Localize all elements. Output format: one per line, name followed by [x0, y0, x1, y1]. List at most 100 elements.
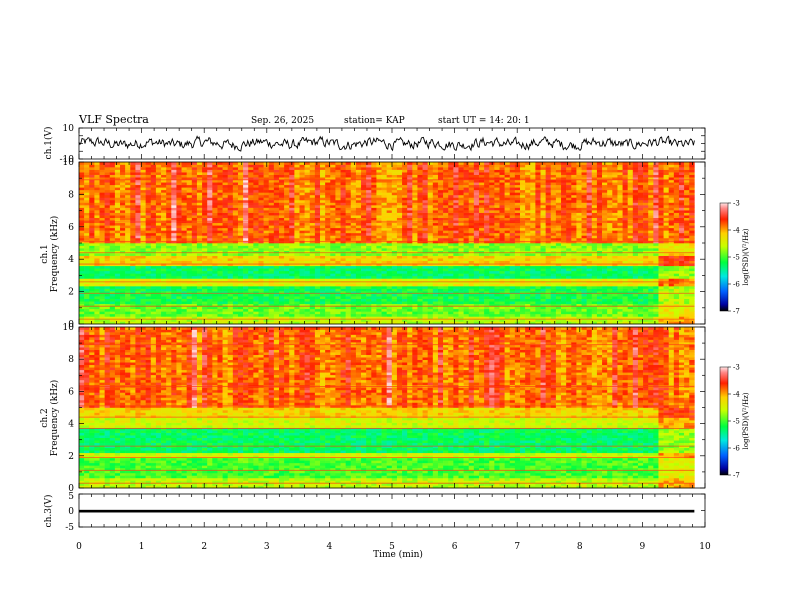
spectrogram-cell — [207, 255, 213, 259]
spectrogram-cell — [294, 260, 300, 264]
spectrogram-cell — [222, 222, 229, 226]
spectrogram-cell — [253, 169, 259, 173]
spectrogram-cell — [299, 189, 305, 193]
spectrogram-cell — [432, 235, 439, 239]
spectrogram-cell — [140, 250, 146, 254]
spectrogram-cell — [258, 301, 264, 305]
spectrogram-cell — [181, 318, 187, 322]
spectrogram-cell — [335, 240, 341, 244]
spectrogram-cell — [294, 255, 300, 259]
spectrogram-cell — [196, 275, 203, 279]
spectrogram-cell — [289, 316, 295, 320]
spectrogram-cell — [320, 273, 326, 277]
spectrogram-cell — [412, 177, 418, 181]
spectrogram-cell — [320, 174, 326, 178]
spectrogram-cell — [448, 245, 454, 249]
spectrogram-cell — [376, 288, 382, 292]
spectrogram-cell — [361, 268, 367, 272]
spectrogram-cell — [227, 210, 234, 213]
spectrogram-cell — [207, 301, 213, 305]
spectrogram-cell — [340, 265, 346, 269]
spectrogram-cell — [125, 187, 131, 191]
spectrogram-cell — [145, 167, 152, 170]
spectrogram-cell — [104, 311, 111, 315]
spectrogram-cell — [171, 202, 177, 206]
spectrogram-cell — [350, 212, 357, 216]
spectrogram-cell — [376, 167, 382, 170]
spectrogram-cell — [212, 278, 218, 282]
spectrogram-cell — [376, 182, 382, 186]
spectrogram-cell — [278, 273, 285, 277]
spectrogram-cell — [320, 230, 326, 234]
spectrogram-cell — [150, 288, 157, 292]
spectrogram-cell — [248, 162, 254, 165]
spectrogram-cell — [207, 245, 213, 249]
spectrogram-cell — [161, 202, 167, 206]
spectrogram-cell — [99, 169, 105, 173]
spectrogram-cell — [99, 303, 105, 307]
spectrogram-cell — [427, 306, 434, 310]
spectrogram-cell — [299, 273, 305, 277]
spectrogram-cell — [120, 164, 126, 168]
spectrogram-cell — [304, 278, 311, 282]
spectrogram-cell — [304, 268, 311, 272]
spectrogram-cell — [284, 248, 290, 251]
spectrogram-cell — [217, 298, 223, 302]
spectrogram-cell — [176, 308, 182, 312]
spectrogram-cell — [381, 205, 387, 208]
spectrogram-cell — [381, 288, 387, 292]
spectrogram-cell — [427, 283, 434, 287]
spectrogram-cell — [371, 217, 377, 221]
spectrogram-cell — [437, 286, 444, 289]
spectrogram-cell — [273, 179, 280, 183]
spectrogram-cell — [89, 240, 95, 244]
spectrogram-cell — [114, 199, 121, 203]
spectrogram-cell — [243, 298, 249, 302]
spectrogram-cell — [407, 164, 413, 168]
spectrogram-cell — [412, 253, 418, 256]
spectrogram-cell — [237, 179, 244, 183]
spectrogram-cell — [130, 164, 136, 168]
spectrogram-cell — [448, 182, 454, 186]
spectrogram-cell — [391, 189, 398, 193]
spectrogram-cell — [355, 212, 362, 216]
spectrogram-cell — [150, 275, 157, 279]
spectrogram-cell — [186, 296, 193, 299]
spectrogram-cell — [273, 240, 280, 244]
spectrogram-cell — [443, 291, 449, 294]
spectrogram-cell — [114, 293, 121, 297]
spectrogram-cell — [412, 243, 418, 246]
spectrogram-cell — [104, 240, 111, 244]
spectrogram-cell — [140, 232, 146, 236]
spectrogram-cell — [79, 215, 85, 218]
spectrogram-cell — [253, 177, 259, 181]
spectrogram-cell — [125, 248, 131, 251]
spectrogram-cell — [376, 278, 382, 282]
spectrogram-cell — [458, 212, 464, 216]
spectrogram-cell — [320, 291, 326, 294]
spectrogram-cell — [186, 227, 193, 231]
spectrogram-cell — [422, 260, 428, 264]
spectrogram-cell — [427, 240, 434, 244]
spectrogram-cell — [278, 258, 285, 262]
spectrogram-cell — [150, 321, 157, 325]
spectrogram-cell — [402, 275, 408, 279]
spectrogram-cell — [135, 217, 141, 221]
spectrogram-cell — [145, 169, 152, 173]
spectrogram-cell — [427, 273, 434, 277]
spectrogram-cell — [186, 179, 193, 183]
spectrogram-cell — [155, 162, 162, 165]
spectrogram-cell — [458, 250, 464, 254]
spectrogram-cell — [130, 253, 136, 256]
spectrogram-cell — [104, 291, 111, 294]
spectrogram-cell — [114, 215, 121, 218]
spectrogram-cell — [325, 283, 331, 287]
spectrogram-cell — [437, 291, 444, 294]
spectrogram-cell — [432, 162, 439, 165]
spectrogram-cell — [222, 255, 229, 259]
spectrogram-cell — [166, 222, 172, 226]
spectrogram-cell — [181, 268, 187, 272]
spectrogram-cell — [186, 215, 193, 218]
spectrogram-cell — [140, 243, 146, 246]
spectrogram-cell — [340, 298, 346, 302]
